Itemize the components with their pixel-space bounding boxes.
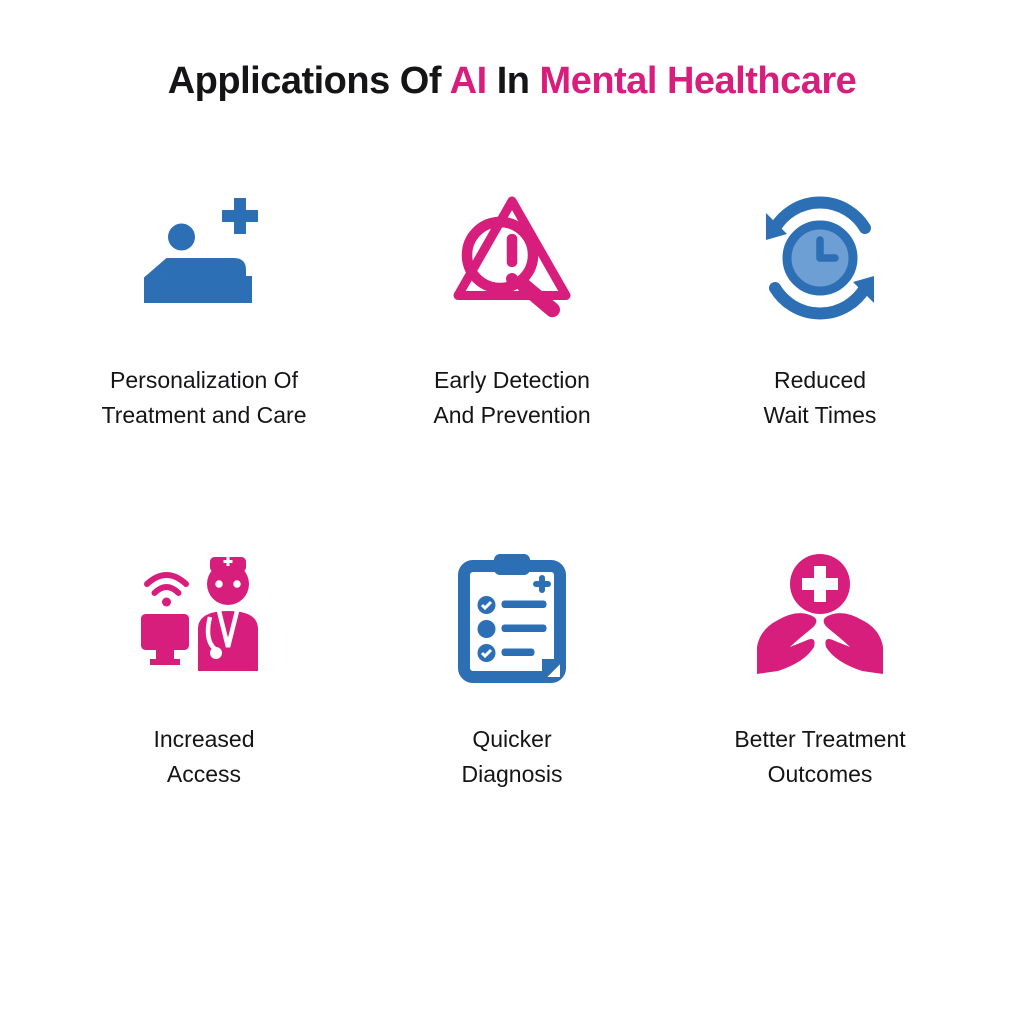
clock-refresh-icon: [745, 183, 895, 333]
patient-bed-icon: [129, 183, 279, 333]
label-quicker-diagnosis: Quicker Diagnosis: [462, 722, 563, 791]
cell-increased-access: Increased Access: [70, 542, 338, 791]
title-part1: Applications Of: [168, 60, 450, 102]
title-part2: AI: [450, 60, 497, 102]
page-title: Applications Of AI In Mental Healthcare: [50, 60, 974, 103]
title-part4: Mental Healthcare: [540, 60, 857, 102]
clipboard-check-icon: [437, 542, 587, 692]
cell-personalization: Personalization Of Treatment and Care: [70, 183, 338, 432]
warning-magnifier-icon: [437, 183, 587, 333]
label-better-outcomes: Better Treatment Outcomes: [734, 722, 905, 791]
label-line2: Wait Times: [764, 402, 877, 428]
label-line2: And Prevention: [433, 402, 590, 428]
title-part3: In: [497, 60, 540, 102]
telemedicine-doctor-icon: [129, 542, 279, 692]
label-line2: Access: [167, 761, 241, 787]
label-increased-access: Increased Access: [153, 722, 254, 791]
infographic-grid: Personalization Of Treatment and Care: [50, 183, 974, 791]
label-line2: Diagnosis: [462, 761, 563, 787]
label-personalization: Personalization Of Treatment and Care: [102, 363, 307, 432]
cell-quicker-diagnosis: Quicker Diagnosis: [378, 542, 646, 791]
label-line1: Reduced: [774, 367, 866, 393]
cell-early-detection: Early Detection And Prevention: [378, 183, 646, 432]
label-line1: Better Treatment: [734, 726, 905, 752]
label-line2: Treatment and Care: [102, 402, 307, 428]
label-line1: Increased: [153, 726, 254, 752]
cell-better-outcomes: Better Treatment Outcomes: [686, 542, 954, 791]
label-line1: Quicker: [472, 726, 551, 752]
label-line2: Outcomes: [768, 761, 873, 787]
label-line1: Personalization Of: [110, 367, 298, 393]
label-line1: Early Detection: [434, 367, 590, 393]
label-reduced-wait: Reduced Wait Times: [764, 363, 877, 432]
label-early-detection: Early Detection And Prevention: [433, 363, 590, 432]
hands-medical-icon: [745, 542, 895, 692]
cell-reduced-wait: Reduced Wait Times: [686, 183, 954, 432]
